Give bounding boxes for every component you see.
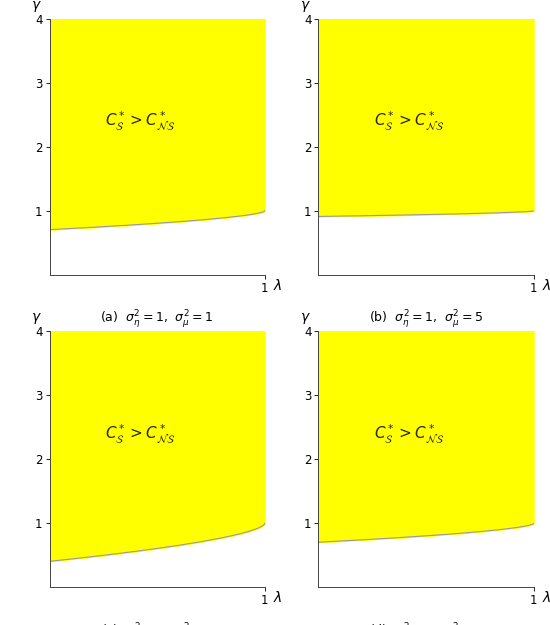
Text: (b)  $\sigma_{\eta}^2 = 1$,  $\sigma_{\mu}^2 = 5$: (b) $\sigma_{\eta}^2 = 1$, $\sigma_{\mu}… [369,308,483,330]
Text: $C_{\mathcal{S}}^* > C_{\mathcal{NS}}^*$: $C_{\mathcal{S}}^* > C_{\mathcal{NS}}^*$ [373,110,444,132]
Text: $C_{\mathcal{S}}^* > C_{\mathcal{NS}}^*$: $C_{\mathcal{S}}^* > C_{\mathcal{NS}}^*$ [104,422,175,445]
Text: $\lambda$: $\lambda$ [273,590,283,605]
Text: (c)  $\sigma_{\eta}^2 = 5$,  $\sigma_{\mu}^2 = 1$: (c) $\sigma_{\eta}^2 = 5$, $\sigma_{\mu}… [101,621,213,625]
Text: (d)  $\sigma_{\eta}^2 = 5$,  $\sigma_{\mu}^2 = 5$: (d) $\sigma_{\eta}^2 = 5$, $\sigma_{\mu}… [369,621,483,625]
Text: $\lambda$: $\lambda$ [542,278,550,292]
Text: (a)  $\sigma_{\eta}^2 = 1$,  $\sigma_{\mu}^2 = 1$: (a) $\sigma_{\eta}^2 = 1$, $\sigma_{\mu}… [100,308,214,330]
Text: $C_{\mathcal{S}}^* > C_{\mathcal{NS}}^*$: $C_{\mathcal{S}}^* > C_{\mathcal{NS}}^*$ [373,422,444,445]
Text: $\lambda$: $\lambda$ [542,590,550,605]
Text: $\gamma$: $\gamma$ [31,311,42,326]
Text: $\gamma$: $\gamma$ [300,311,311,326]
Text: $\gamma$: $\gamma$ [31,0,42,14]
Text: $\lambda$: $\lambda$ [273,278,283,292]
Text: $C_{\mathcal{S}}^* > C_{\mathcal{NS}}^*$: $C_{\mathcal{S}}^* > C_{\mathcal{NS}}^*$ [104,110,175,132]
Text: $\gamma$: $\gamma$ [300,0,311,14]
